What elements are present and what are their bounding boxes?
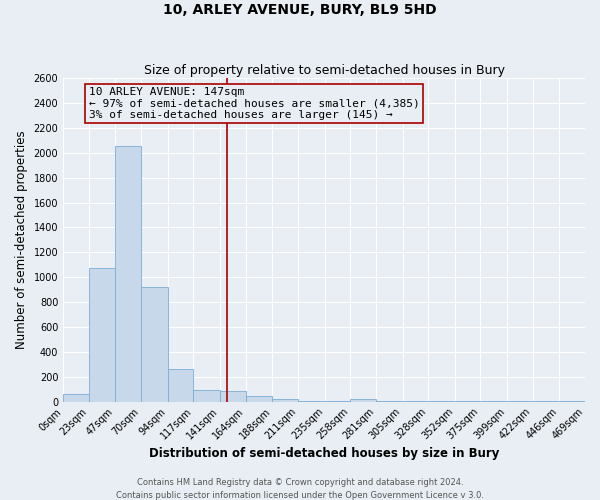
- Bar: [507, 401, 533, 402]
- Bar: [141, 287, 168, 402]
- Bar: [481, 401, 507, 402]
- Bar: [245, 396, 272, 402]
- Y-axis label: Number of semi-detached properties: Number of semi-detached properties: [15, 130, 28, 349]
- Bar: [403, 401, 428, 402]
- Bar: [272, 399, 298, 402]
- Bar: [298, 401, 325, 402]
- Bar: [63, 394, 89, 402]
- Bar: [559, 401, 585, 402]
- Bar: [376, 401, 403, 402]
- Bar: [115, 146, 141, 402]
- Text: Contains HM Land Registry data © Crown copyright and database right 2024.
Contai: Contains HM Land Registry data © Crown c…: [116, 478, 484, 500]
- Bar: [89, 268, 115, 402]
- Bar: [428, 401, 455, 402]
- Bar: [533, 401, 559, 402]
- Bar: [220, 391, 245, 402]
- Bar: [168, 368, 193, 402]
- Title: Size of property relative to semi-detached houses in Bury: Size of property relative to semi-detach…: [143, 64, 505, 77]
- Bar: [350, 399, 376, 402]
- Bar: [193, 390, 220, 402]
- Bar: [455, 401, 481, 402]
- X-axis label: Distribution of semi-detached houses by size in Bury: Distribution of semi-detached houses by …: [149, 447, 499, 460]
- Bar: [325, 401, 350, 402]
- Text: 10 ARLEY AVENUE: 147sqm
← 97% of semi-detached houses are smaller (4,385)
3% of : 10 ARLEY AVENUE: 147sqm ← 97% of semi-de…: [89, 87, 419, 120]
- Text: 10, ARLEY AVENUE, BURY, BL9 5HD: 10, ARLEY AVENUE, BURY, BL9 5HD: [163, 2, 437, 16]
